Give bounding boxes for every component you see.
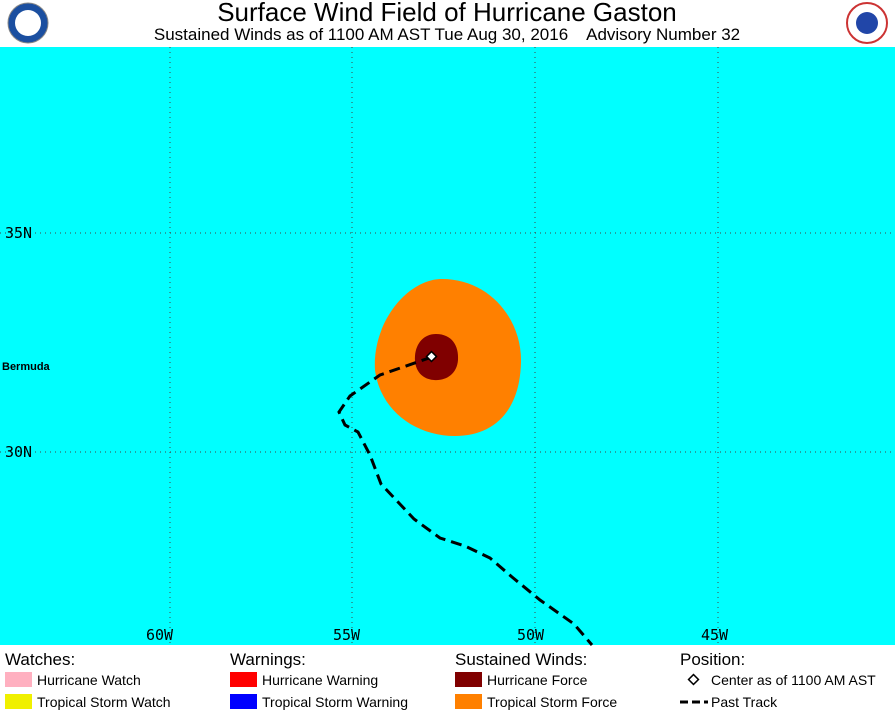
swatch — [5, 694, 32, 709]
swatch — [455, 694, 482, 709]
swatch — [455, 672, 482, 687]
legend: Watches: Hurricane Watch Tropical Storm … — [5, 650, 876, 710]
legend-item: Past Track — [711, 694, 778, 710]
nws-logo-inner — [856, 12, 878, 34]
legend-item: Hurricane Watch — [37, 672, 141, 688]
lon-label: 50W — [517, 626, 545, 644]
legend-item: Tropical Storm Warning — [262, 694, 408, 710]
legend-item: Tropical Storm Watch — [37, 694, 171, 710]
past-track — [337, 355, 594, 646]
legend-item: Tropical Storm Force — [487, 694, 617, 710]
lat-label: 35N — [5, 224, 32, 242]
legend-item: Hurricane Warning — [262, 672, 378, 688]
legend-heading: Position: — [680, 650, 745, 669]
swatch — [5, 672, 32, 687]
lat-label: 30N — [5, 443, 32, 461]
legend-heading: Sustained Winds: — [455, 650, 587, 669]
legend-center-marker — [687, 673, 700, 686]
lon-label: 45W — [701, 626, 729, 644]
center-marker — [425, 350, 438, 363]
swatch — [230, 672, 257, 687]
subtitle: Sustained Winds as of 1100 AM AST Tue Au… — [154, 25, 740, 44]
place-label: Bermuda — [2, 361, 51, 373]
grid — [0, 47, 895, 645]
legend-heading: Watches: — [5, 650, 75, 669]
noaa-logo-inner — [15, 10, 41, 36]
legend-heading: Warnings: — [230, 650, 306, 669]
legend-item: Hurricane Force — [487, 672, 588, 688]
lon-label: 60W — [146, 626, 174, 644]
legend-item: Center as of 1100 AM AST — [711, 672, 876, 688]
lon-label: 55W — [333, 626, 361, 644]
swatch — [230, 694, 257, 709]
title: Surface Wind Field of Hurricane Gaston — [217, 0, 677, 27]
